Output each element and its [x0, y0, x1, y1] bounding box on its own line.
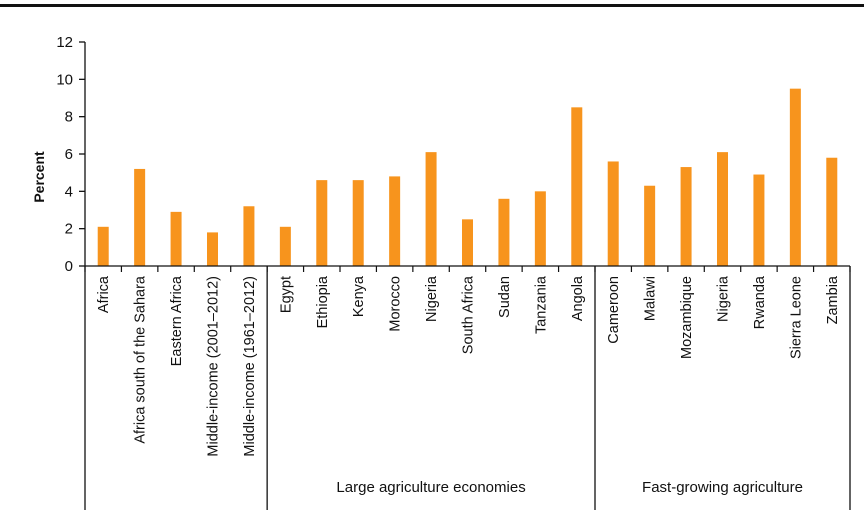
bar — [97, 226, 109, 266]
category-label: Morocco — [388, 276, 404, 332]
bar — [644, 185, 656, 266]
x-axis — [84, 265, 851, 272]
bar — [279, 226, 291, 266]
category-label: Sudan — [497, 276, 513, 318]
bar — [425, 152, 437, 266]
bar — [680, 167, 692, 266]
category-label: Egypt — [278, 276, 294, 313]
bar — [571, 107, 583, 266]
group-label: Fast-growing agriculture — [642, 479, 803, 496]
category-label: Tanzania — [533, 275, 549, 334]
group-dividers — [84, 266, 851, 510]
bars — [97, 88, 838, 267]
bar — [607, 161, 619, 266]
category-label: Ethiopia — [315, 275, 331, 328]
bar — [207, 232, 218, 266]
category-label: Eastern Africa — [169, 275, 185, 366]
category-label: Nigeria — [716, 275, 732, 322]
category-label: Nigeria — [424, 275, 440, 322]
bar — [352, 180, 364, 266]
bar — [389, 176, 401, 266]
bar — [498, 198, 510, 266]
category-label: Angola — [570, 275, 586, 321]
y-tick-label: 12 — [56, 34, 73, 51]
bar — [170, 211, 182, 266]
category-label: South Africa — [461, 275, 477, 354]
category-label: Africa — [96, 275, 112, 313]
y-tick-label: 8 — [65, 109, 73, 126]
category-labels: Africa Africa south of the Sahara Eastern … — [96, 275, 841, 456]
y-tick-label: 2 — [65, 221, 73, 238]
y-axis: 0 2 4 6 8 10 12 — [56, 34, 86, 275]
category-label: Africa south of the Sahara — [133, 275, 149, 444]
category-label: Cameroon — [606, 276, 622, 344]
bar — [789, 88, 801, 267]
category-label: Mozambique — [679, 276, 695, 359]
bar — [462, 219, 473, 266]
bar — [316, 180, 328, 266]
bar — [534, 191, 546, 266]
y-tick-label: 10 — [56, 71, 73, 88]
bar — [134, 168, 146, 266]
bar — [717, 152, 728, 266]
category-label: Middle-income (1961–2012) — [242, 276, 258, 457]
category-label: Malawi — [643, 276, 659, 321]
category-label: Kenya — [351, 275, 367, 317]
category-label: Zambia — [825, 275, 841, 324]
category-label: Middle-income (2001–2012) — [206, 276, 222, 457]
y-tick-label: 4 — [65, 183, 73, 200]
category-label: Rwanda — [752, 275, 768, 329]
top-rule — [0, 4, 864, 7]
y-tick-label: 0 — [65, 258, 73, 275]
group-label: Large agriculture economies — [336, 479, 525, 496]
group-labels: Large agriculture economies Fast-growing … — [336, 479, 803, 496]
bar — [826, 157, 838, 266]
y-axis-title: Percent — [31, 151, 47, 203]
bar — [243, 206, 255, 266]
bar — [753, 174, 765, 266]
y-tick-label: 6 — [65, 146, 73, 163]
category-label: Sierra Leone — [788, 276, 804, 359]
